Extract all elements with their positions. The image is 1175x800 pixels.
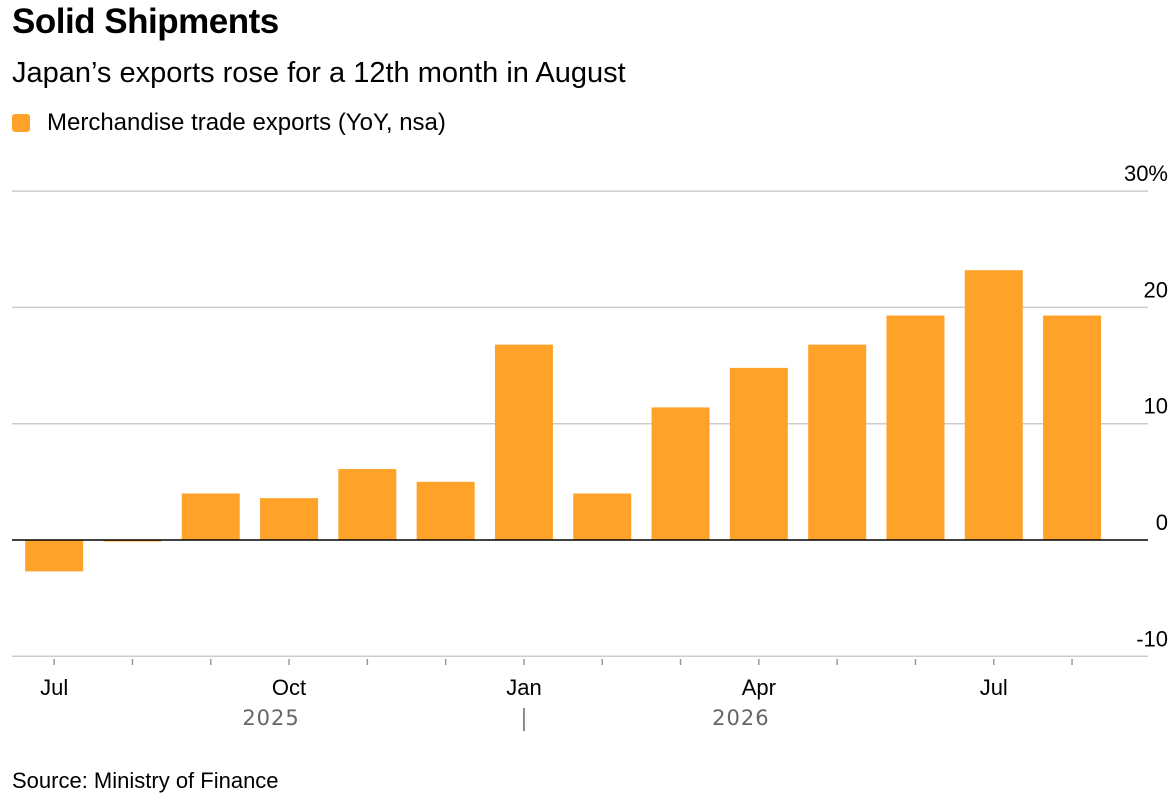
y-tick-label: 10	[1144, 394, 1168, 419]
y-tick-label: 0	[1156, 510, 1168, 535]
bar	[416, 481, 475, 540]
x-tick-label: Jul	[980, 675, 1008, 700]
chart-title: Solid Shipments	[12, 2, 279, 41]
bar	[1043, 315, 1102, 540]
bar	[338, 469, 397, 540]
bar	[494, 344, 553, 540]
legend-swatch	[12, 114, 30, 132]
x-tick-label: Jan	[506, 675, 541, 700]
bar	[181, 493, 240, 540]
y-tick-label: -10	[1136, 626, 1168, 651]
year-label: 2026	[712, 706, 769, 730]
year-label: 2025	[242, 706, 299, 730]
y-axis-labels: 30% 20 10 0 -10	[1124, 161, 1168, 651]
bar	[886, 315, 945, 540]
chart-subtitle: Japan’s exports rose for a 12th month in…	[12, 57, 626, 89]
bar	[573, 493, 632, 540]
bars	[25, 270, 1102, 572]
source-note: Source: Ministry of Finance	[12, 768, 279, 793]
x-tick-label: Jul	[40, 675, 68, 700]
x-axis: Jul Oct Jan Apr Jul 2025 2026	[12, 539, 1148, 731]
bar	[25, 540, 84, 572]
y-tick-label: 20	[1144, 277, 1168, 302]
legend: Merchandise trade exports (YoY, nsa)	[12, 106, 446, 140]
bar	[808, 344, 867, 540]
gridlines	[12, 190, 1148, 658]
legend-label: Merchandise trade exports (YoY, nsa)	[47, 109, 446, 136]
bar	[651, 407, 710, 540]
bar	[260, 498, 319, 540]
bar	[729, 367, 788, 540]
x-tick-label: Apr	[742, 675, 776, 700]
x-tick-label: Oct	[272, 675, 306, 700]
y-tick-label: 30%	[1124, 161, 1168, 186]
bar	[964, 270, 1023, 540]
